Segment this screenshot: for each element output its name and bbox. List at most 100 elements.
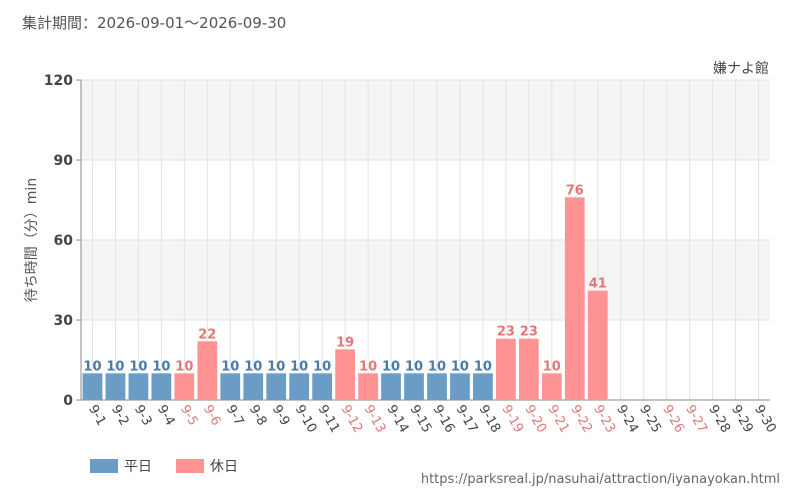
grid-bands	[81, 80, 770, 400]
y-tick-label: 60	[54, 233, 74, 249]
bar-value-label: 10	[451, 359, 469, 374]
x-tick-label: 9-5	[177, 403, 201, 429]
grid-band	[81, 240, 770, 320]
bar	[404, 373, 424, 400]
bar-value-labels: 10 10 10 10 10 22 10 10 10 10 10 19 10 10 10 10 10 10 23 23…	[83, 183, 606, 374]
bar-value-label: 10	[106, 359, 124, 374]
legend-label-weekday: 平日	[124, 459, 152, 475]
bar	[381, 373, 401, 400]
x-tick-label: 9-12	[338, 403, 366, 436]
x-tick-label: 9-26	[659, 403, 687, 436]
bar-value-label: 10	[152, 359, 170, 374]
bar-value-label: 10	[428, 359, 446, 374]
x-tick-label: 9-28	[705, 403, 733, 436]
bar-value-label: 23	[497, 325, 515, 340]
x-tick-labels: 9-1 9-2 9-3 9-4 9-5 9-6 9-7 9-8 9-9 9-109-119-129…	[85, 403, 779, 436]
y-tick-label: 120	[44, 73, 73, 89]
bar	[243, 373, 264, 400]
bar	[105, 373, 126, 400]
source-url[interactable]: https://parksreal.jp/nasuhai/attraction/…	[420, 472, 780, 487]
x-tick-label: 9-4	[154, 403, 178, 429]
bar-value-label: 10	[83, 359, 101, 374]
x-tick-label: 9-27	[682, 403, 710, 436]
bar-value-label: 22	[198, 327, 216, 342]
bar-value-label: 41	[589, 277, 607, 292]
x-tick-label: 9-13	[361, 403, 389, 436]
x-tick-label: 9-18	[475, 403, 503, 436]
bar	[128, 373, 149, 400]
x-tick-label: 9-1	[85, 403, 109, 429]
x-tick-label: 9-9	[269, 403, 293, 429]
x-tick-label: 9-8	[246, 403, 270, 429]
period-text: 集計期間：2026-09-01〜2026-09-30	[22, 14, 287, 32]
bars	[82, 197, 608, 400]
y-tick-label: 90	[54, 153, 74, 169]
bar	[151, 373, 172, 400]
y-tick-label: 0	[63, 393, 73, 409]
bar-value-label: 23	[520, 325, 538, 340]
legend-swatch-holiday	[176, 459, 204, 473]
bar	[358, 373, 378, 400]
bar	[541, 373, 562, 400]
x-tick-label: 9-25	[636, 403, 664, 436]
grid-band	[81, 160, 770, 240]
grid-band	[81, 80, 770, 160]
bar-value-label: 10	[405, 359, 423, 374]
x-tick-label: 9-3	[131, 403, 155, 429]
bar-value-label: 10	[129, 359, 147, 374]
bar	[518, 338, 539, 400]
bar-value-label: 10	[221, 359, 239, 374]
bar	[82, 373, 103, 400]
x-tick-label: 9-30	[751, 403, 779, 436]
bar	[427, 373, 447, 400]
grid-band	[81, 320, 770, 400]
bar-value-label: 10	[474, 359, 492, 374]
x-tick-label: 9-16	[430, 403, 458, 436]
x-tick-label: 9-2	[108, 403, 132, 429]
x-tick-label: 9-23	[590, 403, 618, 436]
x-tick-label: 9-14	[384, 403, 412, 436]
bar	[473, 373, 493, 400]
bar	[335, 349, 355, 400]
bar	[564, 197, 585, 400]
bar-value-label: 19	[336, 335, 354, 350]
x-tick-label: 9-10	[292, 403, 320, 436]
axes	[76, 79, 770, 401]
bar	[450, 373, 470, 400]
chart-title: 嫌ナよ館	[713, 60, 769, 77]
legend-item-holiday: 休日	[176, 456, 238, 476]
legend-item-weekday: 平日	[90, 456, 152, 476]
y-tick-label: 30	[54, 313, 74, 329]
y-axis-label: 待ち時間（分）min	[24, 178, 40, 302]
legend: 平日 休日	[90, 456, 262, 476]
x-tick-label: 9-22	[567, 403, 595, 436]
bar	[496, 338, 516, 400]
bar	[174, 373, 195, 400]
bar	[220, 373, 241, 400]
x-tick-label: 9-21	[544, 403, 572, 436]
legend-swatch-weekday	[90, 459, 118, 473]
bar	[312, 373, 333, 400]
x-tick-label: 9-17	[452, 403, 480, 436]
y-tick-labels: 0 30 60 90 120	[44, 73, 73, 409]
x-tick-label: 9-6	[200, 403, 224, 429]
bar	[587, 290, 608, 400]
bar-value-label: 76	[566, 183, 584, 198]
bar-value-label: 10	[175, 359, 193, 374]
x-tick-label: 9-24	[613, 403, 641, 436]
x-tick-label: 9-15	[407, 403, 435, 436]
x-tick-label: 9-19	[498, 403, 526, 436]
legend-label-holiday: 休日	[210, 459, 238, 475]
x-tick-label: 9-7	[223, 403, 247, 429]
bar	[197, 341, 218, 400]
x-tick-label: 9-11	[315, 403, 343, 436]
bar-value-label: 10	[290, 359, 308, 374]
bar-value-label: 10	[359, 359, 377, 374]
x-tick-label: 9-20	[521, 403, 549, 436]
x-tick-label: 9-29	[728, 403, 756, 436]
bar-value-label: 10	[382, 359, 400, 374]
bar-value-label: 10	[313, 359, 331, 374]
bar	[266, 373, 287, 400]
bar-value-label: 10	[244, 359, 262, 374]
